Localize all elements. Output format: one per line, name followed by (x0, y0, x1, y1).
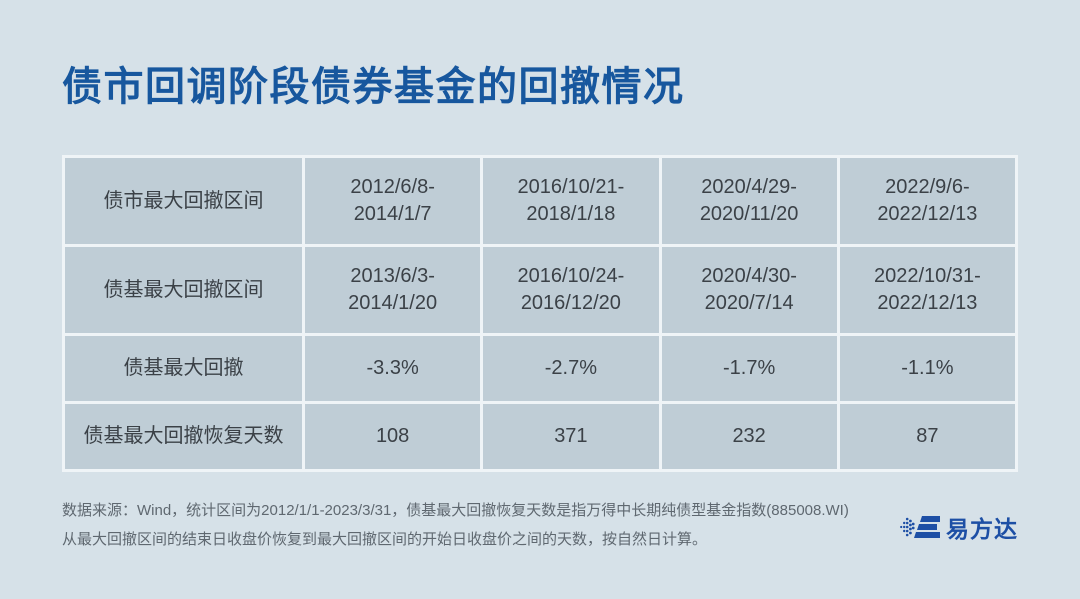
efund-logo: 易方达 (899, 510, 1018, 544)
table-cell: 2013/6/3- 2014/1/20 (305, 247, 481, 333)
table-cell: 87 (839, 404, 1015, 469)
row-label-bond-market-drawdown-period: 债市最大回撤区间 (65, 158, 302, 244)
row-label-bond-fund-drawdown-period: 债基最大回撤区间 (65, 247, 302, 333)
drawdown-table: 债市最大回撤区间 2012/6/8- 2014/1/7 2016/10/21- … (62, 155, 1018, 472)
footer: 数据来源：Wind，统计区间为2012/1/1-2023/3/31，债基最大回撤… (62, 496, 1018, 555)
table-cell: 2022/10/31- 2022/12/13 (839, 247, 1015, 333)
table-cell: 2022/9/6- 2022/12/13 (839, 158, 1015, 244)
table-cell: 2016/10/21- 2018/1/18 (483, 158, 659, 244)
table-cell: 232 (661, 404, 837, 469)
efund-mark-icon (900, 516, 940, 538)
table-cell: -2.7% (483, 336, 659, 401)
table-cell: -3.3% (305, 336, 481, 401)
data-source-note: 数据来源：Wind，统计区间为2012/1/1-2023/3/31，债基最大回撤… (62, 502, 849, 549)
table-cell: 2016/10/24- 2016/12/20 (483, 247, 659, 333)
table-cell: 2020/4/29- 2020/11/20 (661, 158, 837, 244)
table-cell: -1.7% (661, 336, 837, 401)
table-cell: 2012/6/8- 2014/1/7 (305, 158, 481, 244)
row-label-bond-fund-recovery-days: 债基最大回撤恢复天数 (65, 404, 302, 469)
row-label-bond-fund-max-drawdown: 债基最大回撤 (65, 336, 302, 401)
page-title: 债市回调阶段债券基金的回撤情况 (62, 65, 685, 109)
table-cell: -1.1% (839, 336, 1015, 401)
table-cell: 108 (305, 404, 481, 469)
table-cell: 371 (483, 404, 659, 469)
efund-logo-text: 易方达 (946, 516, 1018, 542)
table-cell: 2020/4/30- 2020/7/14 (661, 247, 837, 333)
